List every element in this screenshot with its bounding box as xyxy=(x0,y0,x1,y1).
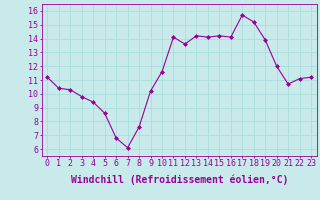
X-axis label: Windchill (Refroidissement éolien,°C): Windchill (Refroidissement éolien,°C) xyxy=(70,174,288,185)
